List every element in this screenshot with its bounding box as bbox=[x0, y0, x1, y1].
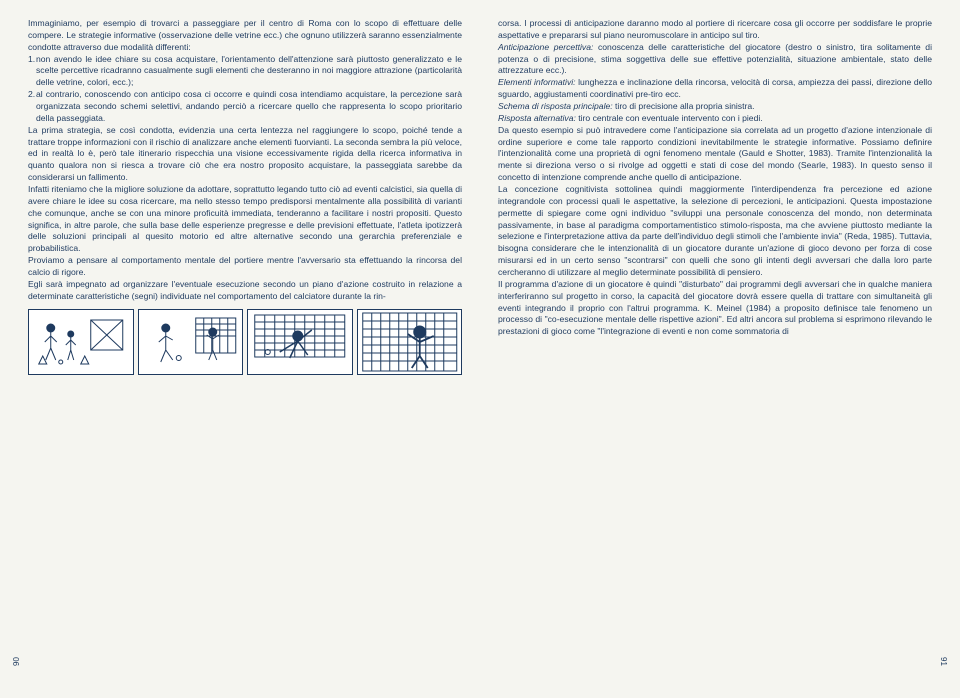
para: corsa. I processi di anticipazione daran… bbox=[498, 18, 932, 42]
illustration-panel-2 bbox=[138, 309, 244, 375]
right-column: corsa. I processi di anticipazione daran… bbox=[498, 18, 932, 686]
para: Schema di risposta principale: tiro di p… bbox=[498, 101, 932, 113]
left-body: Immaginiamo, per esempio di trovarci a p… bbox=[28, 18, 462, 303]
para: Immaginiamo, per esempio di trovarci a p… bbox=[28, 18, 462, 54]
right-body: corsa. I processi di anticipazione daran… bbox=[498, 18, 932, 338]
left-column: Immaginiamo, per esempio di trovarci a p… bbox=[28, 18, 462, 686]
para: Elementi informativi: lunghezza e inclin… bbox=[498, 77, 932, 101]
para: Anticipazione percettiva: conoscenza del… bbox=[498, 42, 932, 78]
list-text: al contrario, conoscendo con anticipo co… bbox=[36, 89, 462, 123]
soccer-scene-icon bbox=[248, 310, 352, 374]
para-text: tiro centrale con eventuale intervento c… bbox=[576, 113, 763, 123]
soccer-scene-icon bbox=[358, 310, 462, 374]
list-item-1: 1. non avendo le idee chiare su cosa acq… bbox=[28, 54, 462, 90]
para: La prima strategia, se così condotta, ev… bbox=[28, 125, 462, 184]
illustration-panel-4 bbox=[357, 309, 463, 375]
soccer-scene-icon bbox=[29, 310, 133, 374]
italic-label: Schema di risposta principale: bbox=[498, 101, 613, 111]
italic-label: Elementi informativi: bbox=[498, 77, 576, 87]
illustration-row bbox=[28, 309, 462, 375]
italic-label: Anticipazione percettiva: bbox=[498, 42, 593, 52]
list-item-2: 2. al contrario, conoscendo con anticipo… bbox=[28, 89, 462, 125]
para: Egli sarà impegnato ad organizzare l'eve… bbox=[28, 279, 462, 303]
para: Il programma d'azione di un giocatore è … bbox=[498, 279, 932, 338]
para: Infatti riteniamo che la migliore soluzi… bbox=[28, 184, 462, 255]
para-text: tiro di precisione alla propria sinistra… bbox=[613, 101, 755, 111]
page-number-right: 91 bbox=[939, 657, 948, 666]
list-num: 2. bbox=[28, 89, 35, 101]
illustration-panel-3 bbox=[247, 309, 353, 375]
list-num: 1. bbox=[28, 54, 35, 66]
para: Risposta alternativa: tiro centrale con … bbox=[498, 113, 932, 125]
page-spread: Immaginiamo, per esempio di trovarci a p… bbox=[0, 0, 960, 698]
page-number-left: 90 bbox=[12, 657, 21, 666]
list-text: non avendo le idee chiare su cosa acquis… bbox=[36, 54, 462, 88]
italic-label: Risposta alternativa: bbox=[498, 113, 576, 123]
para: Proviamo a pensare al comportamento ment… bbox=[28, 255, 462, 279]
para: La concezione cognitivista sottolinea qu… bbox=[498, 184, 932, 279]
illustration-panel-1 bbox=[28, 309, 134, 375]
soccer-scene-icon bbox=[139, 310, 243, 374]
para: Da questo esempio si può intravedere com… bbox=[498, 125, 932, 184]
